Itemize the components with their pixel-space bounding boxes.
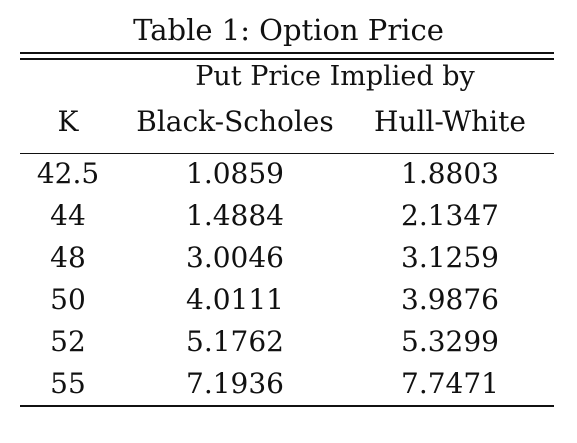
bottom-rule [20,405,554,407]
table-row: 55 7.1936 7.7471 [20,363,554,405]
cell-k: 52 [50,325,86,358]
table-row: 52 5.1762 5.3299 [20,321,554,363]
cell-hull-white: 1.8803 [401,157,499,190]
cell-black-scholes: 5.1762 [186,325,284,358]
header-hull-white: Hull-White [374,105,526,138]
cell-black-scholes: 7.1936 [186,367,284,400]
column-group-label: Put Price Implied by [195,61,475,92]
top-rule-outer [20,52,554,54]
cell-black-scholes: 3.0046 [186,241,284,274]
header-black-scholes: Black-Scholes [136,105,334,138]
cell-hull-white: 5.3299 [401,325,499,358]
table-row: 42.5 1.0859 1.8803 [20,153,554,195]
cell-k: 44 [50,199,86,232]
cell-k: 42.5 [36,157,100,190]
cell-k: 55 [50,367,86,400]
cell-black-scholes: 1.0859 [186,157,284,190]
cell-black-scholes: 4.0111 [186,283,284,316]
cell-hull-white: 2.1347 [401,199,499,232]
cell-hull-white: 3.1259 [401,241,499,274]
cell-black-scholes: 1.4884 [186,199,284,232]
header-rule [20,153,554,154]
table-body: 42.5 1.0859 1.8803 44 1.4884 2.1347 48 3… [20,153,554,405]
cell-hull-white: 7.7471 [401,367,499,400]
table-row: 48 3.0046 3.1259 [20,237,554,279]
table-row: 44 1.4884 2.1347 [20,195,554,237]
header-k: K [57,105,79,138]
top-rule-inner [20,58,554,60]
table-caption: Table 1: Option Price [133,13,444,47]
table-header-row: K Black-Scholes Hull-White [20,102,554,142]
cell-k: 48 [50,241,86,274]
cell-hull-white: 3.9876 [401,283,499,316]
cell-k: 50 [50,283,86,316]
table-row: 50 4.0111 3.9876 [20,279,554,321]
